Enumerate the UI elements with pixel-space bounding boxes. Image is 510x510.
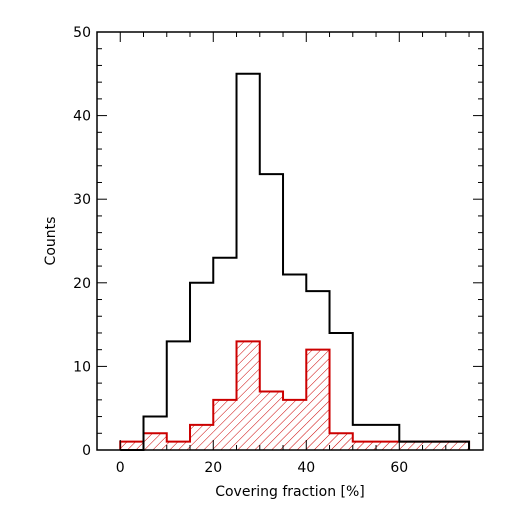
red-hatched-bar-7	[283, 399, 307, 450]
red-hatched-bar-3	[190, 424, 214, 450]
red-hatched-bar-10	[352, 441, 470, 450]
red-hatched-bar-0	[120, 441, 144, 450]
x-tick-labels: 0 20 40 60	[116, 460, 408, 476]
y-tick-label: 40	[73, 109, 91, 125]
red-hatched-bar-8	[306, 349, 330, 450]
red-hatched-bar-5	[236, 341, 260, 450]
y-tick-label: 0	[82, 443, 91, 459]
y-tick-label: 30	[73, 192, 91, 208]
x-tick-label: 0	[116, 460, 125, 476]
red-hatched-bar-9	[329, 433, 353, 450]
axis-ticks	[96, 31, 483, 451]
plot-frame	[96, 31, 484, 451]
y-tick-label: 10	[73, 359, 91, 375]
x-tick-label: 40	[297, 460, 315, 476]
x-axis-label: Covering fraction [%]	[215, 484, 365, 500]
x-tick-label: 20	[204, 460, 222, 476]
red-hatched-bar-6	[259, 391, 284, 450]
y-axis-label: Counts	[43, 217, 59, 266]
x-tick-label: 60	[390, 460, 408, 476]
red-hatched-bar-2	[166, 441, 191, 450]
red-hatched-bar-1	[143, 433, 167, 450]
black-bar-2	[167, 341, 190, 450]
plot-area	[119, 72, 471, 451]
y-tick-labels: 0 10 20 30 40 50	[73, 25, 91, 459]
red-histogram-outline	[119, 340, 471, 450]
red-hatched-bar-4	[213, 399, 237, 450]
y-tick-label: 50	[73, 25, 91, 41]
y-tick-label: 20	[73, 276, 91, 292]
black-histogram-outline	[120, 72, 471, 451]
